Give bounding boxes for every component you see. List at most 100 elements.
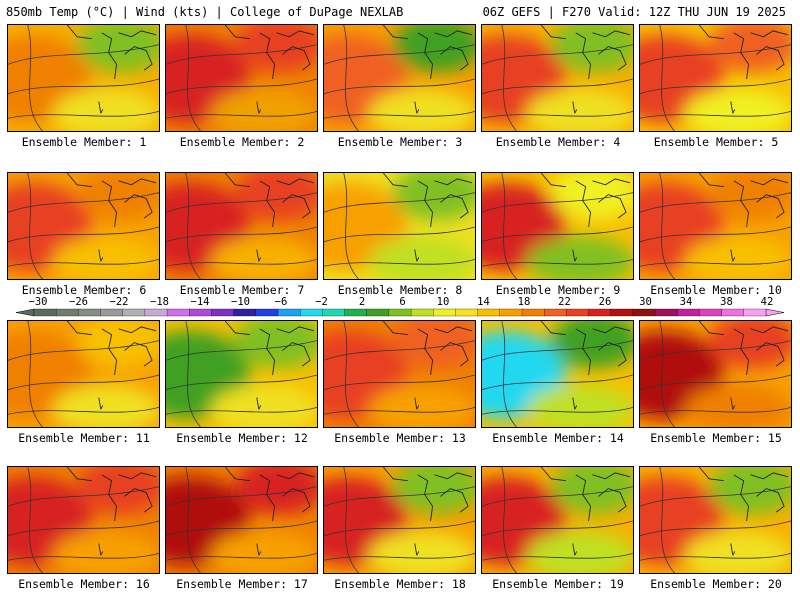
colorbar-tick-label: −14 bbox=[190, 296, 210, 308]
colorbar-swatch bbox=[366, 308, 390, 317]
great-lakes-outline bbox=[382, 321, 473, 376]
temperature-anomaly-region bbox=[210, 530, 317, 573]
wind-barb-icon bbox=[256, 543, 262, 556]
colorbar-swatch bbox=[277, 308, 301, 317]
temperature-anomaly-region bbox=[368, 530, 475, 573]
height-contour bbox=[166, 340, 317, 361]
colorbar-tick-label: 14 bbox=[477, 296, 490, 308]
height-contour bbox=[343, 173, 359, 279]
colorbar-swatch bbox=[677, 308, 700, 317]
ensemble-map-16 bbox=[7, 466, 160, 574]
height-contour bbox=[482, 552, 633, 561]
height-contour bbox=[166, 258, 317, 267]
height-contour bbox=[501, 173, 517, 279]
height-contour bbox=[324, 78, 475, 95]
height-contour bbox=[324, 520, 475, 537]
height-contour bbox=[324, 486, 475, 507]
height-contour bbox=[482, 192, 633, 213]
great-lakes-outline bbox=[382, 173, 473, 228]
height-contour bbox=[27, 25, 43, 131]
colorbar-swatch bbox=[100, 308, 124, 317]
great-lakes-outline bbox=[66, 25, 157, 80]
ensemble-map-18 bbox=[323, 466, 476, 574]
colorbar-swatch bbox=[455, 308, 479, 317]
member-caption: Ensemble Member: 19 bbox=[492, 577, 624, 591]
colorbar-tick-label: 26 bbox=[598, 296, 612, 308]
header: 850mb Temp (°C) | Wind (kts) | College o… bbox=[0, 0, 800, 22]
temperature-anomaly-region bbox=[709, 321, 791, 369]
height-contour bbox=[8, 520, 159, 537]
temperature-anomaly-region bbox=[52, 530, 159, 573]
wind-barb-icon bbox=[414, 543, 420, 556]
member-caption: Ensemble Member: 1 bbox=[21, 135, 147, 149]
ensemble-map-11 bbox=[7, 320, 160, 428]
height-contour bbox=[659, 467, 675, 573]
member-caption: Ensemble Member: 9 bbox=[495, 283, 621, 297]
colorbar-swatch bbox=[433, 308, 456, 317]
ensemble-map-14 bbox=[481, 320, 634, 428]
height-contour bbox=[482, 520, 633, 537]
temperature-anomaly-region bbox=[709, 25, 791, 73]
colorbar-swatch bbox=[144, 308, 168, 317]
temperature-anomaly-region bbox=[77, 467, 159, 515]
temperature-anomaly-region bbox=[684, 88, 791, 131]
height-contour bbox=[324, 226, 475, 243]
member-caption: Ensemble Member: 16 bbox=[18, 577, 150, 591]
height-contour bbox=[640, 44, 791, 65]
great-lakes-outline bbox=[540, 25, 631, 80]
great-lakes-outline bbox=[382, 467, 473, 522]
colorbar-tick-label: −10 bbox=[231, 296, 250, 308]
member-caption: Ensemble Member: 3 bbox=[337, 135, 463, 149]
wind-barb-icon bbox=[572, 249, 578, 262]
colorbar-tick-label: −30 bbox=[28, 296, 48, 308]
temperature-anomaly-region bbox=[551, 173, 633, 221]
wind-barb-icon bbox=[730, 397, 736, 410]
colorbar-swatch bbox=[544, 308, 567, 317]
colorbar-swatch bbox=[344, 308, 368, 317]
temperature-anomaly-region bbox=[709, 467, 791, 515]
height-contour bbox=[8, 44, 159, 65]
height-contour bbox=[166, 406, 317, 415]
colorbar-swatch bbox=[388, 308, 412, 317]
height-contour bbox=[501, 25, 517, 131]
height-contour bbox=[185, 173, 201, 279]
colorbar-tick-label: −22 bbox=[109, 296, 129, 308]
colorbar-tick-label: 38 bbox=[720, 296, 733, 308]
great-lakes-outline bbox=[66, 173, 157, 228]
colorbar-swatch bbox=[322, 308, 345, 317]
great-lakes-outline bbox=[224, 321, 315, 376]
temperature-anomaly-region bbox=[551, 25, 633, 73]
temperature-anomaly-region bbox=[526, 530, 633, 573]
wind-barb-icon bbox=[572, 397, 578, 410]
height-contour bbox=[8, 374, 159, 391]
colorbar-swatch bbox=[699, 308, 723, 317]
ensemble-map-8 bbox=[323, 172, 476, 280]
height-contour bbox=[8, 406, 159, 415]
colorbar-swatch bbox=[255, 308, 279, 317]
colorbar-tick-label: −2 bbox=[315, 296, 328, 308]
colorbar-swatch bbox=[410, 308, 434, 317]
wind-barb-icon bbox=[98, 249, 104, 262]
colorbar-tick-label: 2 bbox=[358, 296, 366, 308]
header-run-info: 06Z GEFS | F270 Valid: 12Z THU JUN 19 20… bbox=[482, 5, 786, 19]
height-contour bbox=[8, 110, 159, 119]
wind-barb-icon bbox=[730, 249, 736, 262]
colorbar-swatch bbox=[122, 308, 146, 317]
member-caption: Ensemble Member: 20 bbox=[650, 577, 782, 591]
temperature-anomaly-region bbox=[368, 236, 475, 279]
ensemble-map-7 bbox=[165, 172, 318, 280]
great-lakes-outline bbox=[698, 25, 789, 80]
height-contour bbox=[659, 321, 675, 427]
wind-barb-icon bbox=[414, 397, 420, 410]
colorbar-swatch bbox=[499, 308, 523, 317]
ensemble-map-20 bbox=[639, 466, 792, 574]
great-lakes-outline bbox=[698, 321, 789, 376]
member-caption: Ensemble Member: 14 bbox=[492, 431, 624, 445]
colorbar-swatch bbox=[189, 308, 212, 317]
height-contour bbox=[8, 226, 159, 243]
temperature-anomaly-region bbox=[77, 321, 159, 369]
colorbar-swatch bbox=[654, 308, 678, 317]
height-contour bbox=[27, 467, 43, 573]
great-lakes-outline bbox=[224, 25, 315, 80]
great-lakes-outline bbox=[224, 173, 315, 228]
